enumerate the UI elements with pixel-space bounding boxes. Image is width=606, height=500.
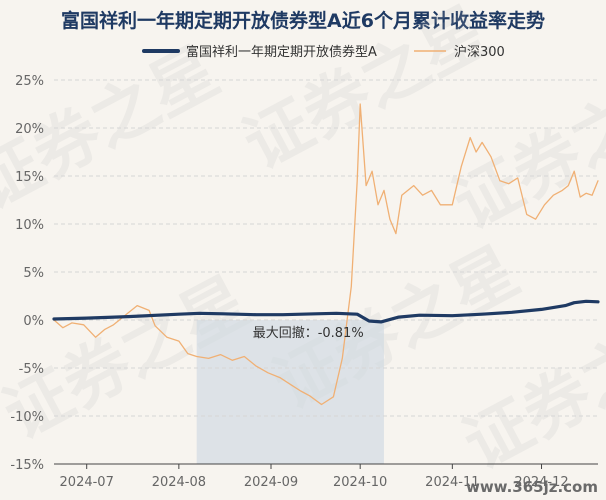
series-layer — [52, 103, 600, 406]
watermark-text: 证券之星 — [441, 52, 606, 244]
x-tick-label: 2024-07 — [60, 475, 114, 490]
x-tick-label: 2024-12 — [514, 475, 568, 490]
legend: 富国祥利一年期定期开放债券型A 沪深300 — [142, 44, 505, 60]
legend-label-hs300: 沪深300 — [454, 44, 505, 60]
y-tick-label: 25% — [15, 74, 44, 89]
y-tick-label: 20% — [15, 122, 44, 137]
series-line-fund — [52, 299, 600, 324]
series-line-hs300 — [53, 103, 599, 406]
y-tick-label: -10% — [10, 410, 44, 425]
x-tick-label: 2024-09 — [244, 475, 298, 490]
x-tick-label: 2024-10 — [333, 475, 387, 490]
y-tick-label: 0% — [23, 314, 44, 329]
drawdown-region — [196, 320, 384, 464]
y-tick-label: -15% — [10, 458, 44, 473]
legend-label-fund: 富国祥利一年期定期开放债券型A — [186, 44, 377, 60]
drawdown-label: 最大回撤：-0.81% — [253, 325, 364, 341]
drawdown-layer — [196, 320, 384, 464]
y-tick-label: 15% — [15, 170, 44, 185]
annotation-layer: 最大回撤：-0.81% www.365jz.com — [253, 325, 598, 496]
axis-layer: 25% 20% 15% 10% 5% 0% -5% -10% -15% 2024-07 2024-0… — [10, 74, 598, 490]
watermark-text: 证券之星 — [231, 0, 500, 184]
y-tick-label: 10% — [15, 218, 44, 233]
y-tick-label: 5% — [23, 266, 44, 281]
x-tick-label: 2024-08 — [152, 475, 206, 490]
x-tick-label: 2024-11 — [425, 475, 479, 490]
y-tick-label: -5% — [19, 362, 44, 377]
chart-title: 富国祥利一年期定期开放债券型A近6个月累计收益率走势 — [61, 10, 545, 32]
site-watermark: www.365jz.com — [466, 478, 598, 496]
